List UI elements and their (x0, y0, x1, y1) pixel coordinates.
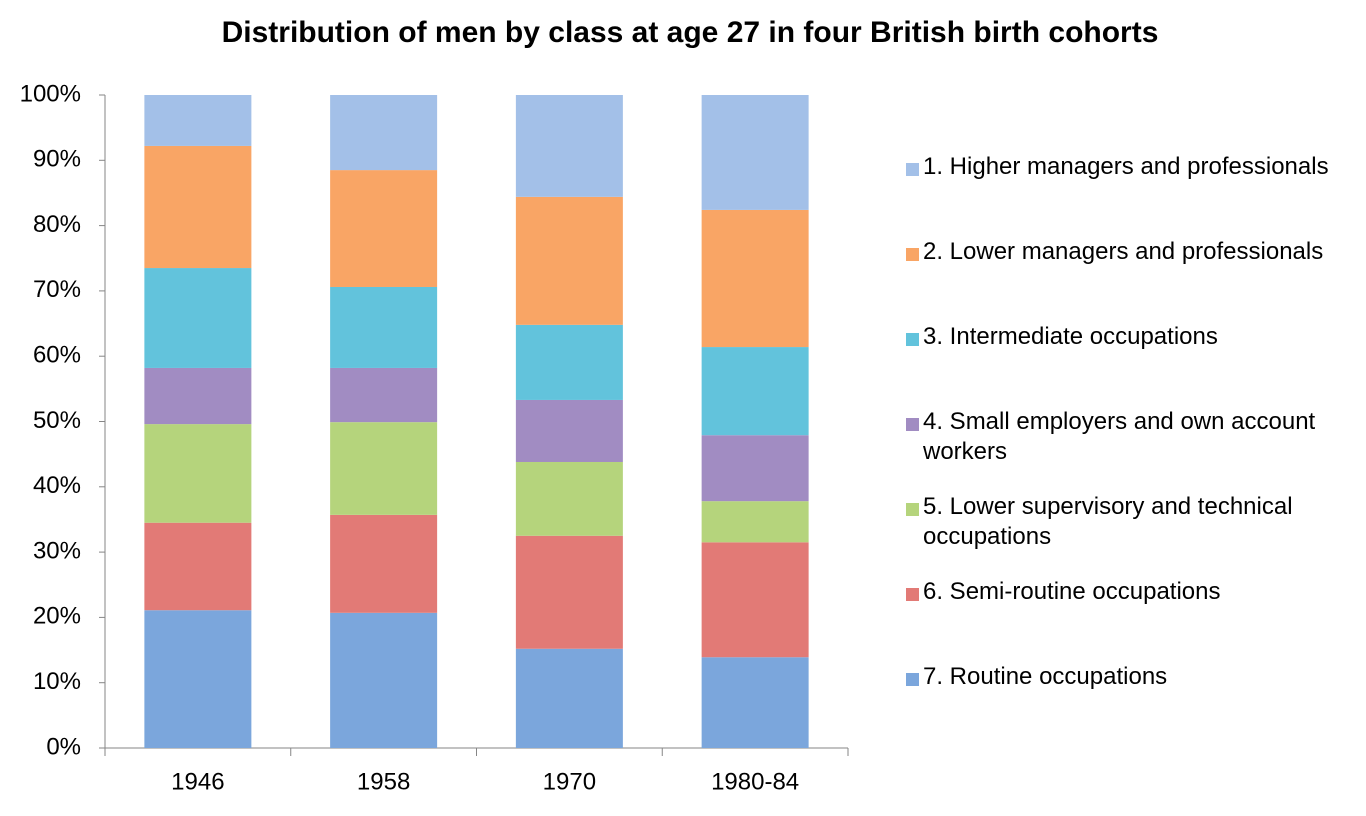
bar-segment (701, 209, 809, 348)
legend-swatch (906, 418, 919, 431)
legend-label: 5. Lower supervisory and technical occup… (923, 493, 1293, 550)
bar-segment (144, 424, 252, 523)
bar-segment (144, 145, 252, 269)
bar-segment (144, 610, 252, 748)
y-tick-label: 80% (33, 211, 81, 238)
legend-label: 2. Lower managers and professionals (923, 238, 1324, 265)
bar-segment (701, 501, 809, 543)
y-tick-label: 50% (33, 407, 81, 434)
chart-title: Distribution of men by class at age 27 i… (222, 16, 1159, 49)
bar-segment (330, 286, 438, 368)
bar-segment (701, 542, 809, 658)
bar-segment (330, 612, 438, 748)
bar-segment (515, 196, 623, 325)
bar-segment (330, 367, 438, 423)
bar-segment (330, 514, 438, 613)
legend-swatch (906, 503, 919, 516)
bar-segment (515, 535, 623, 649)
legend-label: 4. Small employers and own account worke… (923, 408, 1316, 465)
y-tick-label: 0% (46, 733, 81, 760)
legend-swatch (906, 248, 919, 261)
bar-segment (144, 522, 252, 611)
bar-segment (701, 657, 809, 748)
legend-label: 3. Intermediate occupations (923, 323, 1218, 350)
bar-segment (515, 461, 623, 536)
bar-segment (515, 648, 623, 748)
bar-segment (701, 435, 809, 502)
y-tick-label: 10% (33, 668, 81, 695)
legend-swatch (906, 673, 919, 686)
bar-segment (144, 268, 252, 368)
legend-label: 1. Higher managers and professionals (923, 153, 1329, 180)
bar-segment (144, 367, 252, 425)
bar-segment (515, 324, 623, 400)
bar-segment (144, 95, 252, 146)
x-tick-label: 1958 (357, 768, 410, 795)
x-tick-label: 1980-84 (711, 768, 799, 795)
legend-swatch (906, 333, 919, 346)
x-tick-label: 1946 (171, 768, 224, 795)
legend-label: 6. Semi-routine occupations (923, 578, 1221, 605)
bar-segment (330, 170, 438, 287)
y-tick-label: 30% (33, 537, 81, 564)
legend-swatch (906, 163, 919, 176)
y-tick-label: 60% (33, 342, 81, 369)
legend-swatch (906, 588, 919, 601)
y-tick-label: 100% (20, 80, 81, 107)
x-tick-label: 1970 (543, 768, 596, 795)
y-tick-label: 20% (33, 603, 81, 630)
y-tick-label: 70% (33, 276, 81, 303)
bar-segment (701, 347, 809, 436)
bar-segment (330, 422, 438, 515)
bar-segment (701, 95, 809, 210)
y-tick-label: 40% (33, 472, 81, 499)
legend-label: 7. Routine occupations (923, 663, 1168, 690)
y-tick-label: 90% (33, 146, 81, 173)
bar-segment (515, 95, 623, 197)
bar-segment (515, 399, 623, 462)
bar-segment (330, 95, 438, 171)
